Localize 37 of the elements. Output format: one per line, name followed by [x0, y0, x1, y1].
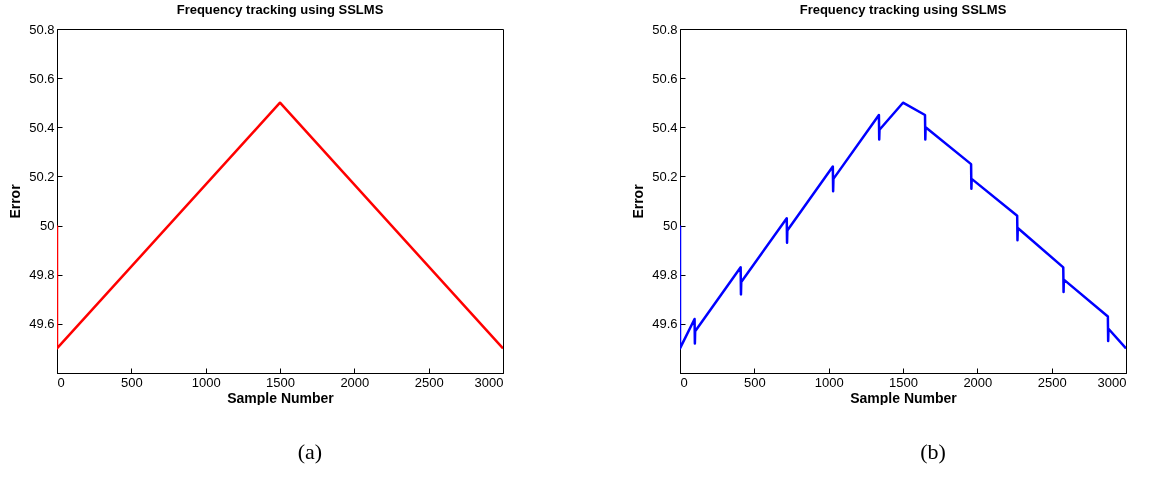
- y-axis-title: Error: [7, 183, 24, 219]
- x-axis-title: Sample Number: [227, 389, 335, 406]
- x-tick-label: 2000: [340, 374, 370, 390]
- y-tick-label: 50: [663, 218, 678, 234]
- chart-title: Frequency tracking using SSLMS: [176, 2, 384, 17]
- x-tick-label: 1000: [191, 374, 221, 390]
- text: (b): [919, 439, 947, 465]
- x-tick-label: 3000: [474, 374, 504, 390]
- y-tick-label: 50.6: [29, 70, 55, 86]
- x-tick-label: 0: [680, 374, 688, 390]
- y-tick-label: 50.6: [652, 70, 678, 86]
- line-series: [680, 101, 1126, 350]
- y-tick-label: 49.8: [652, 267, 678, 283]
- x-tick-label: 500: [120, 374, 143, 390]
- y-tick-label: 50.4: [652, 119, 678, 135]
- y-tick-label: 50.2: [29, 168, 55, 184]
- y-tick-label: 49.6: [29, 316, 55, 332]
- x-tick-label: 2500: [414, 374, 444, 390]
- y-tick-label: 50: [40, 218, 55, 234]
- x-tick-label: 0: [57, 374, 65, 390]
- y-tick-label: 49.6: [652, 316, 678, 332]
- x-tick-label: 500: [743, 374, 766, 390]
- x-tick-label: 3000: [1097, 374, 1127, 390]
- x-tick-label: 1500: [266, 374, 295, 390]
- y-tick-label: 49.8: [29, 267, 55, 283]
- x-tick-label: 1000: [814, 374, 844, 390]
- y-tick-label: 50.8: [29, 21, 55, 37]
- x-tick-label: 2500: [1037, 374, 1067, 390]
- y-tick-label: 50.2: [652, 168, 678, 184]
- y-tick-label: 50.4: [29, 119, 55, 135]
- text: (a): [296, 439, 324, 465]
- y-tick-label: 50.8: [652, 21, 678, 37]
- x-axis-title: Sample Number: [850, 389, 958, 406]
- x-tick-label: 1500: [889, 374, 918, 390]
- chart-title: Frequency tracking using SSLMS: [799, 2, 1007, 17]
- y-axis-title: Error: [630, 183, 647, 219]
- x-tick-label: 2000: [963, 374, 993, 390]
